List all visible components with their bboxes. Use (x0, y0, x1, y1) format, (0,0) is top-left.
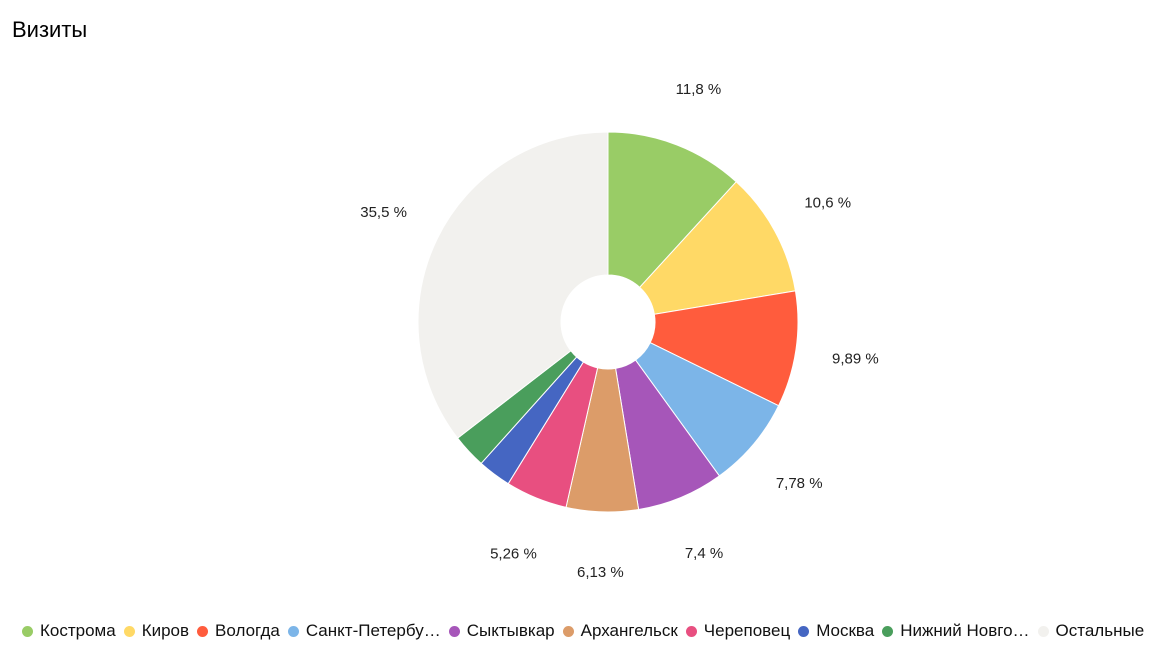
slice-label-6: 5,26 % (490, 545, 537, 562)
legend-item-9[interactable]: Остальные (1030, 621, 1145, 641)
legend-label: Нижний Новго… (900, 621, 1030, 640)
legend-item-4[interactable]: Сыктывкар (441, 621, 555, 641)
chart-title: Визиты (12, 17, 88, 42)
legend-dot-icon (798, 625, 810, 637)
legend-item-5[interactable]: Архангельск (555, 621, 678, 641)
legend-item-0[interactable]: Кострома (14, 621, 116, 641)
slice-label-9: 35,5 % (360, 204, 407, 221)
legend-dot-icon (882, 625, 894, 637)
legend-dot-icon (685, 625, 697, 637)
legend-label: Москва (816, 621, 875, 640)
legend-dot-icon (562, 625, 574, 637)
slice-label-4: 7,4 % (685, 545, 723, 562)
slice-label-5: 6,13 % (577, 564, 624, 581)
slice-label-3: 7,78 % (776, 475, 823, 492)
legend-label: Санкт-Петербу… (305, 621, 441, 640)
legend-label: Архангельск (580, 621, 678, 640)
legend-item-7[interactable]: Москва (790, 621, 874, 641)
legend-label: Сыктывкар (466, 621, 555, 640)
pie-chart: 11,8 % 10,6 % 9,89 % 7,78 % 7,4 % 6,13 % 5,26 … (360, 81, 879, 581)
legend-dot-icon (287, 625, 299, 637)
legend-item-1[interactable]: Киров (116, 621, 189, 641)
legend-item-3[interactable]: Санкт-Петербу… (280, 621, 441, 641)
legend-dot-icon (448, 625, 460, 637)
legend-item-6[interactable]: Череповец (678, 621, 790, 641)
pie-slice-0[interactable] (607, 131, 737, 289)
legend-label: Череповец (703, 621, 791, 640)
slice-label-2: 9,89 % (832, 350, 879, 367)
legend-label: Киров (141, 621, 190, 640)
legend-item-8[interactable]: Нижний Новго… (874, 621, 1030, 641)
legend-dot-icon (22, 625, 33, 637)
legend-label: Остальные (1055, 621, 1145, 640)
legend-dot-icon (123, 625, 135, 637)
legend-label: Вологда (215, 621, 280, 640)
slice-label-1: 10,6 % (804, 195, 851, 212)
legend-item-2[interactable]: Вологда (189, 621, 280, 641)
legend-dot-icon (1037, 625, 1049, 637)
legend-label: Кострома (40, 621, 116, 640)
legend-dot-icon (197, 625, 209, 637)
legend: Кострома Киров Вологда Санкт-Петербу… Сыктыв… (14, 620, 1144, 642)
pie-slice-9[interactable] (417, 131, 609, 439)
slice-label-0: 11,8 % (676, 81, 722, 98)
pie-slice-2[interactable] (649, 290, 799, 407)
pie-slice-1[interactable] (639, 181, 797, 315)
